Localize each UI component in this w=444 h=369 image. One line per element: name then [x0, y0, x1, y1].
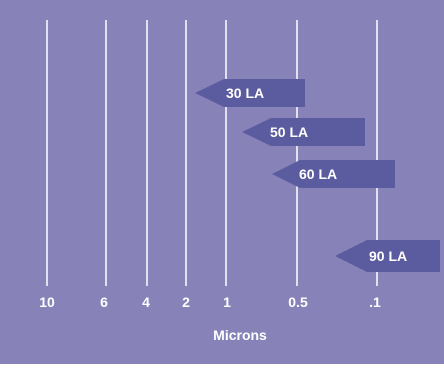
arrow-label-90-la: 90 LA	[369, 248, 407, 264]
tick-label-6: 6	[100, 294, 108, 310]
tick-label-0-1: .1	[369, 294, 381, 310]
tick-label-0-5: 0.5	[288, 294, 308, 310]
range-arrows: 30 LA 50 LA 60 LA 90 LA	[195, 79, 440, 272]
arrow-30-la: 30 LA	[195, 79, 305, 107]
tick-label-1: 1	[223, 294, 231, 310]
arrow-shape-90-la	[335, 240, 440, 272]
arrow-label-60-la: 60 LA	[299, 166, 337, 182]
tick-label-10: 10	[39, 294, 55, 310]
arrow-label-30-la: 30 LA	[226, 85, 264, 101]
arrow-shape-60-la	[272, 160, 395, 188]
arrow-60-la: 60 LA	[272, 160, 395, 188]
arrow-label-50-la: 50 LA	[270, 124, 308, 140]
tick-labels: 10 6 4 2 1 0.5 .1	[39, 294, 381, 310]
arrow-90-la: 90 LA	[335, 240, 440, 272]
arrow-shape-30-la	[195, 79, 305, 107]
tick-label-4: 4	[142, 294, 150, 310]
tick-label-2: 2	[182, 294, 190, 310]
x-axis-label: Microns	[213, 327, 267, 343]
arrow-50-la: 50 LA	[242, 118, 365, 146]
arrow-shape-50-la	[242, 118, 365, 146]
